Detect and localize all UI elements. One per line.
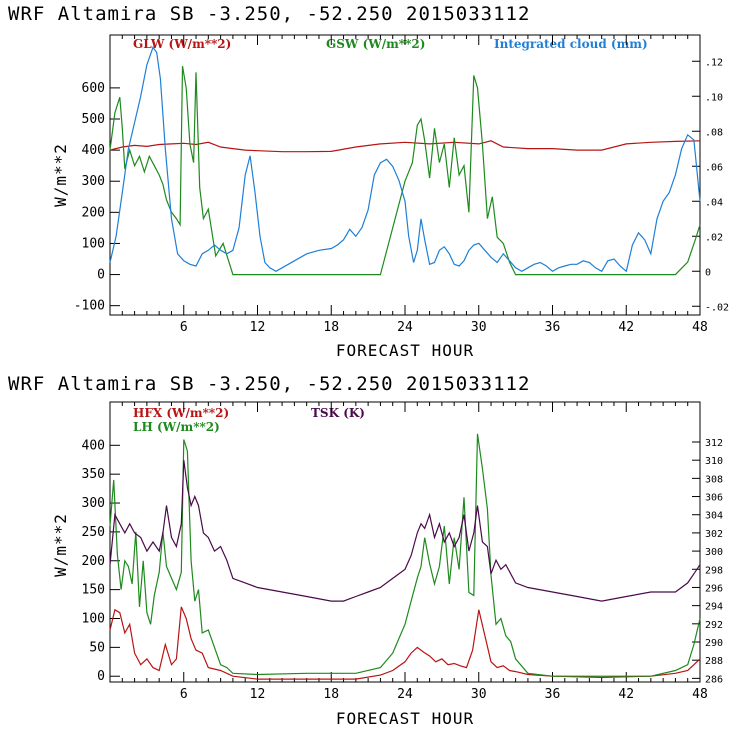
panel-1-series-integrated xyxy=(109,46,701,273)
panel-2-x-tick-label: 18 xyxy=(323,687,339,702)
panel-2-y2-tick-label: 304 xyxy=(705,511,723,522)
flux-skin-temperature-panel: WRF Altamira SB -3.250, -52.250 20150331… xyxy=(8,373,723,728)
panel-1-ticks: 6 12 18 24 30 36 42 48 -100 0 100 200 300 400 500 600 -.… xyxy=(74,35,729,335)
panel-2-y-tick-label: 200 xyxy=(82,554,105,569)
panel-1-y-tick-label: -100 xyxy=(74,299,105,314)
legend-glw: GLW (W/m**2) xyxy=(133,37,231,51)
panel-1-y-tick-label: 300 xyxy=(82,174,105,189)
panel-2-y2-tick-label: 302 xyxy=(705,529,723,540)
panel-2-y-tick-label: 150 xyxy=(82,583,105,598)
panel-2-x-axis-label: FORECAST HOUR xyxy=(336,709,474,728)
panel-2-x-tick-label: 42 xyxy=(618,687,634,702)
panel-2-y2-tick-label: 306 xyxy=(705,493,723,504)
panel-1-x-tick-label: 18 xyxy=(323,320,339,335)
panel-1-y-tick-label: 200 xyxy=(82,205,105,220)
panel-1-x-tick-label: 24 xyxy=(397,320,413,335)
panel-2-y-tick-label: 350 xyxy=(82,467,105,482)
panel-1-x-tick-label: 48 xyxy=(692,320,708,335)
panel-1-y-tick-label: 400 xyxy=(82,143,105,158)
panel-1-y2-tick-label: .12 xyxy=(705,57,723,68)
panel-2-y-tick-label: 400 xyxy=(82,438,105,453)
panel-2-series xyxy=(109,433,701,680)
panel-1-x-tick-label: 36 xyxy=(545,320,561,335)
panel-2-x-tick-label: 30 xyxy=(471,687,487,702)
panel-1-y2-tick-label: .06 xyxy=(705,162,723,173)
panel-2-y-tick-label: 100 xyxy=(82,611,105,626)
panel-1-series-gsw xyxy=(109,65,701,276)
panel-2-title: WRF Altamira SB -3.250, -52.250 20150331… xyxy=(8,373,530,395)
panel-2-x-tick-label: 36 xyxy=(545,687,561,702)
panel-2-y2-tick-label: 312 xyxy=(705,438,723,449)
legend-gsw: GSW (W/m**2) xyxy=(326,37,425,51)
panel-1-y2-tick-label: -.02 xyxy=(705,302,729,313)
panel-1-x-tick-label: 42 xyxy=(618,320,634,335)
panel-2-y2-tick-label: 298 xyxy=(705,565,723,576)
panel-1-series xyxy=(109,46,701,276)
panel-2-y-tick-label: 300 xyxy=(82,496,105,511)
panel-2-series-lh xyxy=(109,433,701,677)
panel-2-y-axis-label: W/m**2 xyxy=(51,513,70,577)
panel-2-y-tick-label: 0 xyxy=(97,669,105,684)
panel-1-y-axis-label: W/m**2 xyxy=(51,143,70,207)
panel-1-series-glw xyxy=(109,140,701,153)
panel-1-y2-tick-label: .04 xyxy=(705,197,723,208)
panel-2-x-tick-label: 48 xyxy=(692,687,708,702)
panel-2-y2-tick-label: 310 xyxy=(705,456,723,467)
panel-2-x-tick-label: 6 xyxy=(180,687,188,702)
legend-hfx: HFX (W/m**2) xyxy=(133,406,229,420)
panel-2-y-tick-label: 250 xyxy=(82,525,105,540)
panel-1-y2-tick-label: .02 xyxy=(705,232,723,243)
panel-2-series-tsk xyxy=(109,460,701,602)
panel-2-y2-tick-label: 290 xyxy=(705,638,723,649)
panel-2-y2-tick-label: 288 xyxy=(705,656,723,667)
panel-2-x-tick-label: 24 xyxy=(397,687,413,702)
panel-1-y-tick-label: 500 xyxy=(82,112,105,127)
panel-1-y2-tick-label: .10 xyxy=(705,92,723,103)
radiation-cloud-panel: WRF Altamira SB -3.250, -52.250 20150331… xyxy=(8,3,729,360)
panel-2-y2-tick-label: 286 xyxy=(705,674,723,685)
panel-1-plot-frame xyxy=(109,34,701,316)
panel-1-y2-tick-label: 0 xyxy=(705,267,711,278)
panel-1-y-tick-label: 100 xyxy=(82,236,105,251)
panel-2-y2-tick-label: 300 xyxy=(705,547,723,558)
legend-tsk: TSK (K) xyxy=(311,406,365,420)
panel-2-y-tick-label: 50 xyxy=(89,640,105,655)
panel-1-y-tick-label: 600 xyxy=(82,81,105,96)
panel-2-y2-tick-label: 292 xyxy=(705,620,723,631)
panel-2-plot-frame xyxy=(109,401,701,683)
panel-1-x-tick-label: 12 xyxy=(250,320,266,335)
panel-1-title: WRF Altamira SB -3.250, -52.250 20150331… xyxy=(8,3,530,25)
panel-2-series-hfx xyxy=(109,606,701,680)
panel-2-y2-tick-label: 294 xyxy=(705,602,723,613)
panel-1-y-tick-label: 0 xyxy=(97,268,105,283)
panel-2-x-tick-label: 12 xyxy=(250,687,266,702)
panel-2-y2-tick-label: 296 xyxy=(705,583,723,594)
panel-1-x-tick-label: 30 xyxy=(471,320,487,335)
panel-1-x-tick-label: 6 xyxy=(180,320,188,335)
panel-2-y2-tick-label: 308 xyxy=(705,474,723,485)
panel-1-x-axis-label: FORECAST HOUR xyxy=(336,341,474,360)
panel-2-ticks: 6 12 18 24 30 36 42 48 0 50 100 150 200 250 300 350 400 2… xyxy=(82,402,723,702)
panel-1-y2-tick-label: .08 xyxy=(705,127,723,138)
legend-lh: LH (W/m**2) xyxy=(133,420,220,434)
legend-integrated-cloud: Integrated cloud (mm) xyxy=(494,37,648,51)
